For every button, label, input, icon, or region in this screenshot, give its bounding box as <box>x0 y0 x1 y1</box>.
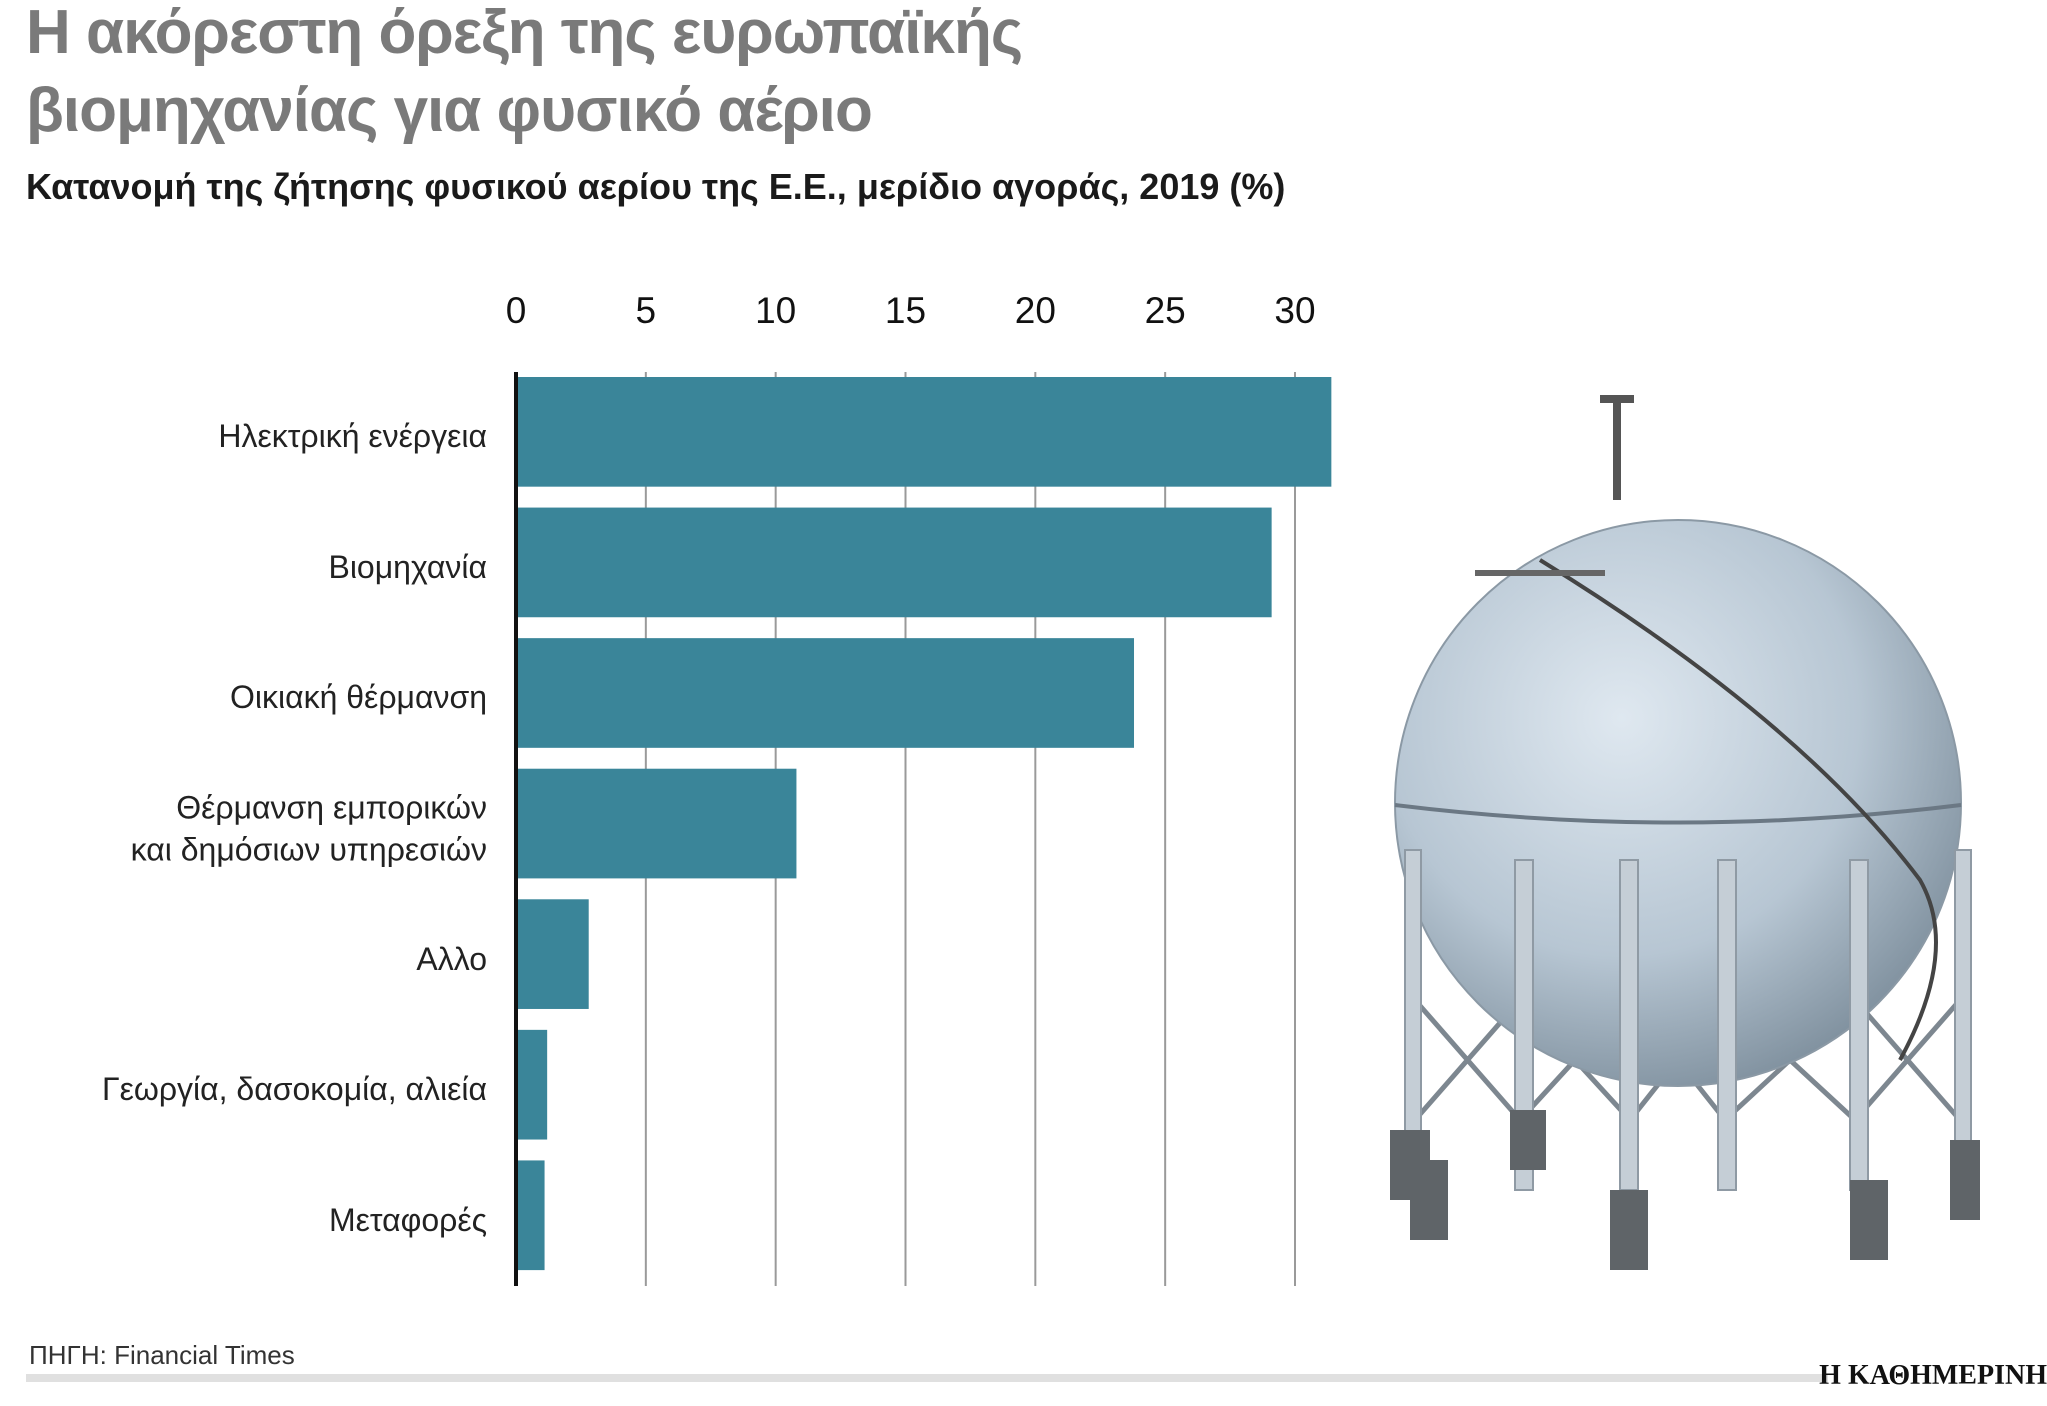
x-tick-label: 25 <box>1145 290 1186 331</box>
y-tick-label: Ηλεκτρική ενέργεια <box>218 418 487 455</box>
bar <box>516 377 1332 487</box>
x-tick-label: 0 <box>506 290 527 331</box>
bar <box>516 507 1272 618</box>
chart-title: βιομηχανίας για φυσικό αέριο <box>26 76 873 145</box>
bar <box>516 638 1135 748</box>
y-tick-label: Αλλο <box>416 940 487 977</box>
y-tick-label: Οικιακή θέρμανση <box>229 679 487 716</box>
publisher: Η ΚΑΘΗΜΕΡΙΝΗ <box>1819 1360 2047 1391</box>
y-tick-label: Βιομηχανία <box>328 549 487 586</box>
x-tick-label: 30 <box>1274 290 1315 331</box>
chart-title: Η ακόρεστη όρεξη της ευρωπαϊκής <box>26 0 1023 67</box>
x-tick-label: 20 <box>1015 290 1056 331</box>
x-tick-label: 15 <box>885 290 926 331</box>
bar <box>516 1160 545 1271</box>
chart-subtitle: Κατανομή της ζήτησης φυσικού αερίου της … <box>26 166 1286 207</box>
y-tick-label: Γεωργία, δασοκομία, αλιεία <box>101 1071 487 1108</box>
source-note: ΠΗΓΗ: Financial Times <box>29 1340 295 1370</box>
y-tick-label: Θέρμανση εμπορικών και δημόσιων υπηρεσιώ… <box>130 789 487 867</box>
bar <box>516 899 589 1009</box>
bar <box>516 1029 548 1140</box>
bar <box>516 768 797 879</box>
gas-sphere-illustration <box>1390 395 1980 1270</box>
x-tick-label: 5 <box>636 290 657 331</box>
footer-rule <box>26 1374 1828 1382</box>
x-tick-label: 10 <box>755 290 796 331</box>
y-tick-label: Μεταφορές <box>328 1201 487 1238</box>
